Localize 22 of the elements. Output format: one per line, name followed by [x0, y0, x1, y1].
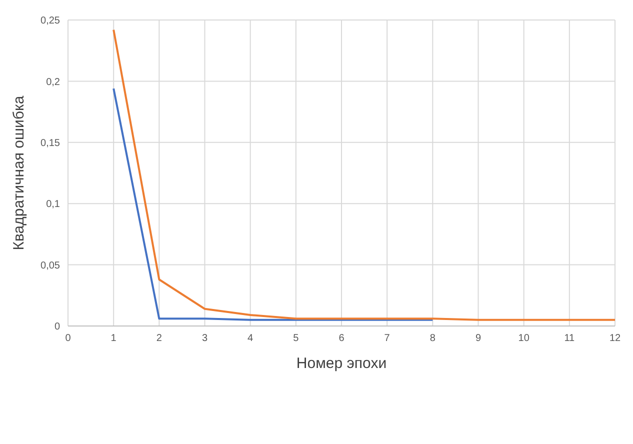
x-tick-label: 1	[110, 333, 117, 344]
x-tick-label: 2	[156, 333, 162, 344]
y-tick-label: 0,2	[46, 76, 60, 88]
x-tick-label: 6	[338, 333, 345, 344]
x-tick-label: 10	[518, 333, 530, 344]
y-tick-label: 0,1	[46, 199, 60, 210]
y-axis-title: Квадратичная ошибка	[10, 95, 28, 250]
x-tick-label: 7	[384, 333, 390, 344]
x-tick-label: 5	[293, 333, 300, 344]
x-tick-label: 9	[475, 333, 482, 344]
x-tick-label: 11	[564, 333, 576, 344]
x-tick-label: 0	[65, 333, 72, 344]
x-tick-label: 12	[609, 333, 621, 344]
y-tick-label: 0,05	[40, 260, 60, 272]
y-tick-label: 0	[54, 322, 60, 333]
y-tick-label: 0,15	[40, 138, 60, 149]
x-tick-label: 8	[430, 333, 436, 344]
x-tick-label: 4	[248, 333, 254, 344]
y-tick-label: 0,25	[40, 16, 60, 27]
x-axis-title: Номер эпохи	[296, 355, 387, 372]
x-tick-label: 3	[202, 333, 208, 344]
line-series	[112, 28, 615, 321]
